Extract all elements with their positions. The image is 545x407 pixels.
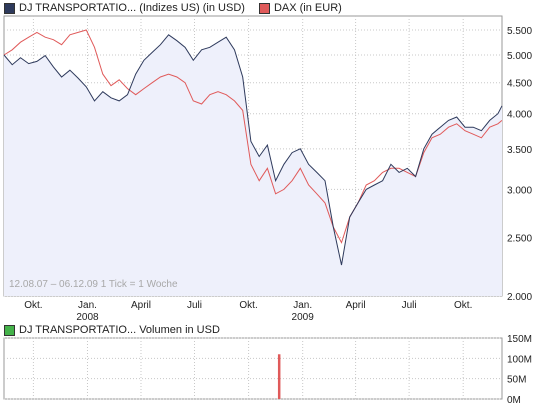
volume-y-tick-label: 0M [507,395,521,406]
y-tick-label: 3.500 [507,145,532,156]
legend-swatch-series2 [258,2,270,14]
legend-label-series1: DJ TRANSPORTATIO... (Indizes US) (in USD… [19,2,245,14]
y-tick-label: 5.000 [507,51,532,62]
x-tick-year-label: 2009 [292,312,315,323]
y-tick-label: 2.000 [507,292,532,303]
series1-area [4,34,502,297]
volume-y-tick-label: 100M [507,354,532,365]
x-tick-label: April [346,300,366,311]
series1-line [3,34,503,266]
volume-y-tick-label: 50M [507,375,526,386]
volume-plot-area [3,337,503,400]
x-tick-label: April [131,300,151,311]
legend-label-series2: DAX (in EUR) [273,2,342,14]
y-tick-label: 2.500 [507,233,532,244]
y-tick-label: 5.500 [507,26,532,37]
range-label: 12.08.07 – 06.12.09 1 Tick = 1 Woche [9,279,178,290]
x-tick-label: Jan. [293,300,312,311]
volume-legend: DJ TRANSPORTATIO... Volumen in USD [4,324,220,336]
x-tick-label: Okt. [454,300,472,311]
x-tick-year-label: 2008 [76,312,99,323]
price-chart: 5.500 5.000 4.500 4.000 3.500 3.000 2.500 2.000… [3,15,532,323]
y-tick-label: 4.500 [507,79,532,90]
volume-y-tick-label: 150M [507,334,532,345]
y-tick-label: 4.000 [507,110,532,121]
x-tick-label: Juli [402,300,417,311]
series2-line [3,29,503,244]
legend-label-volume: DJ TRANSPORTATIO... Volumen in USD [19,324,220,336]
x-tick-label: Okt. [239,300,257,311]
x-tick-label: Juli [187,300,202,311]
legend-swatch-volume [4,324,15,336]
legend-swatch-series1 [4,2,15,14]
legend-item-series1[interactable]: DJ TRANSPORTATIO... (Indizes US) (in USD… [4,2,245,14]
legend-item-series2[interactable]: DAX (in EUR) [258,2,342,14]
x-tick-label: Okt. [24,300,42,311]
volume-bar [277,354,281,399]
x-tick-label: Jan. [78,300,97,311]
chart-legend: DJ TRANSPORTATIO... (Indizes US) (in USD… [4,2,356,14]
y-tick-label: 3.000 [507,185,532,196]
